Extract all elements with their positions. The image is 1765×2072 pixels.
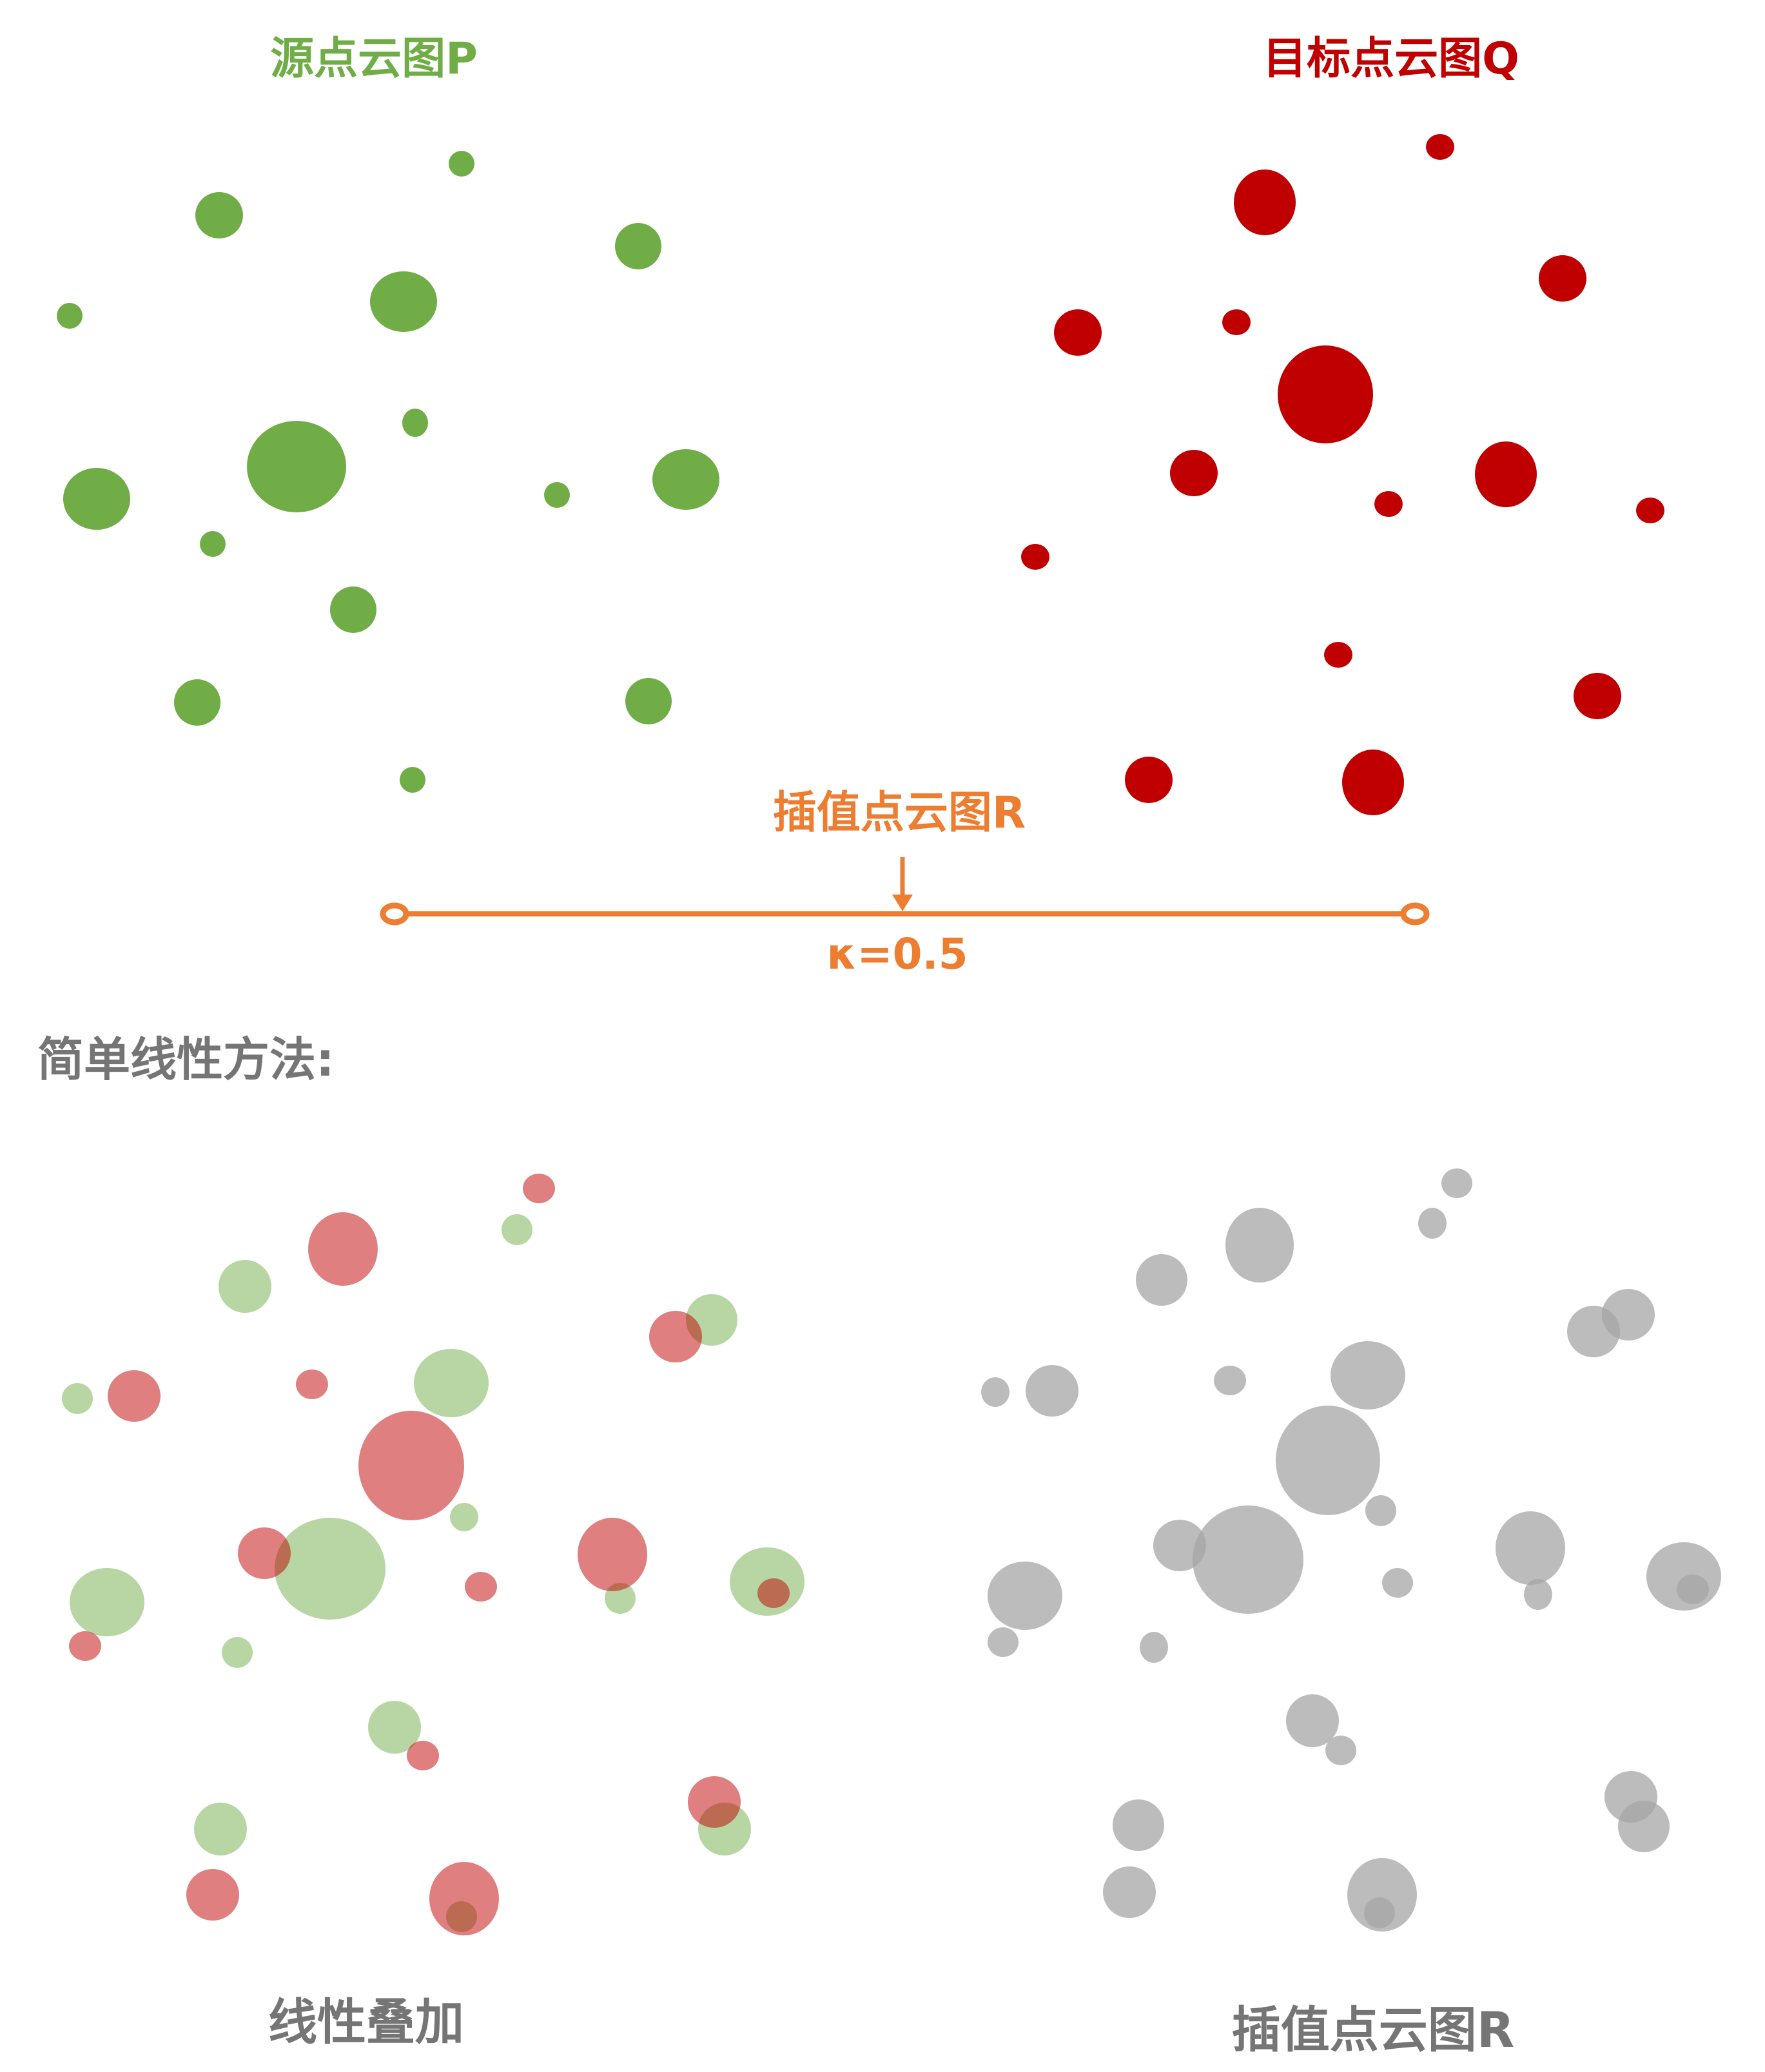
target-point	[1324, 642, 1352, 668]
interpolated-point	[1524, 1579, 1552, 1610]
overlay-source-point	[70, 1568, 144, 1636]
target-cloud-title: 目标点云图Q	[1263, 34, 1519, 84]
target-point	[1125, 757, 1173, 803]
source-point	[625, 678, 672, 724]
overlay-target-point	[296, 1370, 328, 1399]
slider-left-end	[380, 902, 409, 925]
overlay-target-point	[649, 1311, 702, 1362]
interpolated-point	[1325, 1736, 1356, 1765]
overlay-source-point	[62, 1383, 93, 1414]
interpolated-point	[1418, 1208, 1447, 1239]
overlay-target-point	[238, 1527, 291, 1579]
source-point	[544, 482, 570, 508]
overlay-target-point	[308, 1212, 378, 1286]
source-point	[400, 767, 425, 793]
interpolated-point	[988, 1562, 1062, 1630]
overlay-target-point	[465, 1572, 497, 1602]
source-point	[57, 303, 83, 329]
result-caption: 插值点云图R	[1231, 2001, 1515, 2058]
target-point-cloud	[1021, 134, 1664, 815]
target-point	[1021, 544, 1049, 570]
target-point	[1374, 491, 1403, 517]
source-point-cloud	[57, 151, 719, 793]
interpolated-point	[1567, 1306, 1620, 1357]
source-point	[195, 192, 243, 238]
source-point	[402, 409, 428, 437]
overlay-source-point	[414, 1349, 489, 1417]
target-point	[1342, 750, 1404, 815]
interpolated-point	[1140, 1632, 1168, 1663]
target-point	[1234, 169, 1296, 235]
interpolated-point	[1382, 1568, 1413, 1598]
interpolated-point	[1441, 1168, 1472, 1198]
overlay-caption: 线性叠加	[268, 1993, 464, 2051]
interpolated-point	[1677, 1574, 1709, 1604]
target-point	[1222, 309, 1251, 335]
interpolated-point	[1136, 1254, 1187, 1306]
interpolated-point-cloud	[981, 1168, 1721, 1932]
source-point	[449, 151, 474, 177]
overlay-source-point	[368, 1701, 421, 1754]
overlay-source-point	[222, 1637, 253, 1668]
target-point	[1426, 134, 1454, 160]
overlay-target-point	[358, 1411, 464, 1520]
target-point	[1636, 498, 1664, 523]
interpolated-point	[1286, 1694, 1339, 1747]
interpolated-point	[1496, 1511, 1565, 1585]
source-point	[615, 223, 661, 269]
interpolated-point	[1365, 1495, 1396, 1526]
interpolated-point	[1276, 1406, 1380, 1515]
target-point	[1278, 345, 1373, 443]
source-point	[370, 271, 437, 332]
source-point	[652, 449, 719, 510]
source-cloud-title: 源点云图P	[270, 34, 478, 84]
target-point	[1054, 309, 1102, 356]
source-point	[174, 679, 220, 726]
interpolated-point	[1364, 1897, 1395, 1928]
target-point	[1475, 441, 1537, 507]
overlay-target-point	[757, 1578, 790, 1608]
overlay-point-cloud	[62, 1174, 804, 1935]
interpolated-point	[1225, 1208, 1294, 1283]
interpolated-point	[1618, 1801, 1670, 1852]
overlay-source-point	[502, 1214, 532, 1245]
interpolated-point	[1026, 1365, 1078, 1417]
overlay-target-point	[407, 1741, 439, 1770]
overlay-source-point	[450, 1503, 478, 1531]
source-point	[200, 531, 226, 557]
source-point	[63, 468, 130, 530]
interpolated-point	[988, 1627, 1019, 1657]
method-heading: 简单线性方法:	[37, 1032, 335, 1087]
overlay-source-point	[194, 1803, 247, 1855]
overlay-target-point	[186, 1869, 239, 1921]
interpolated-point	[1113, 1799, 1164, 1851]
source-point	[330, 586, 376, 633]
kappa-label: κ=0.5	[826, 929, 968, 979]
overlay-source-point	[275, 1518, 385, 1620]
overlay-target-point	[578, 1518, 647, 1591]
slider-right-end	[1400, 902, 1430, 925]
interpolation-slider	[380, 857, 1430, 925]
overlay-target-point	[108, 1370, 161, 1422]
target-point	[1170, 450, 1218, 496]
interpolated-point	[1331, 1341, 1405, 1409]
overlay-target-point	[523, 1174, 555, 1203]
overlay-target-point	[69, 1631, 101, 1661]
interpolated-point	[1214, 1366, 1246, 1395]
target-point	[1539, 255, 1586, 302]
source-point	[247, 421, 346, 512]
interpolated-point	[1103, 1866, 1156, 1918]
overlay-target-point	[688, 1776, 741, 1828]
interpolated-point	[981, 1377, 1009, 1407]
interpolated-point	[1193, 1506, 1303, 1614]
interp-arrow-head	[892, 895, 913, 911]
overlay-source-point	[219, 1260, 271, 1313]
interp-cloud-title: 插值点云图R	[772, 788, 1026, 838]
target-point	[1574, 673, 1621, 719]
overlay-target-point	[429, 1862, 499, 1935]
